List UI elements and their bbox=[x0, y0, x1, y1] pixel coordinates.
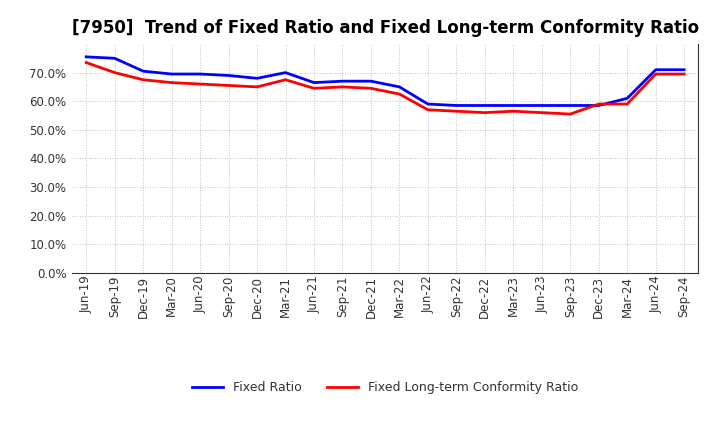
Fixed Long-term Conformity Ratio bbox=[566, 111, 575, 117]
Fixed Long-term Conformity Ratio bbox=[395, 92, 404, 97]
Fixed Ratio bbox=[167, 71, 176, 77]
Fixed Ratio bbox=[139, 69, 148, 74]
Fixed Long-term Conformity Ratio bbox=[537, 110, 546, 115]
Fixed Long-term Conformity Ratio bbox=[196, 81, 204, 87]
Fixed Long-term Conformity Ratio bbox=[139, 77, 148, 82]
Fixed Long-term Conformity Ratio bbox=[423, 107, 432, 112]
Fixed Ratio bbox=[595, 103, 603, 108]
Fixed Long-term Conformity Ratio bbox=[82, 60, 91, 65]
Fixed Ratio bbox=[623, 95, 631, 101]
Fixed Long-term Conformity Ratio bbox=[282, 77, 290, 82]
Fixed Long-term Conformity Ratio bbox=[480, 110, 489, 115]
Fixed Long-term Conformity Ratio bbox=[167, 80, 176, 85]
Line: Fixed Long-term Conformity Ratio: Fixed Long-term Conformity Ratio bbox=[86, 62, 684, 114]
Fixed Long-term Conformity Ratio bbox=[509, 109, 518, 114]
Fixed Ratio bbox=[253, 76, 261, 81]
Fixed Long-term Conformity Ratio bbox=[366, 86, 375, 91]
Fixed Ratio bbox=[225, 73, 233, 78]
Fixed Ratio bbox=[366, 78, 375, 84]
Fixed Long-term Conformity Ratio bbox=[225, 83, 233, 88]
Fixed Long-term Conformity Ratio bbox=[595, 101, 603, 106]
Fixed Long-term Conformity Ratio bbox=[310, 86, 318, 91]
Fixed Ratio bbox=[82, 54, 91, 59]
Fixed Ratio bbox=[680, 67, 688, 72]
Fixed Ratio bbox=[282, 70, 290, 75]
Fixed Ratio bbox=[338, 78, 347, 84]
Fixed Long-term Conformity Ratio bbox=[452, 109, 461, 114]
Fixed Ratio bbox=[196, 71, 204, 77]
Line: Fixed Ratio: Fixed Ratio bbox=[86, 57, 684, 106]
Fixed Long-term Conformity Ratio bbox=[680, 71, 688, 77]
Title: [7950]  Trend of Fixed Ratio and Fixed Long-term Conformity Ratio: [7950] Trend of Fixed Ratio and Fixed Lo… bbox=[71, 19, 699, 37]
Fixed Long-term Conformity Ratio bbox=[652, 71, 660, 77]
Fixed Ratio bbox=[566, 103, 575, 108]
Legend: Fixed Ratio, Fixed Long-term Conformity Ratio: Fixed Ratio, Fixed Long-term Conformity … bbox=[187, 376, 583, 399]
Fixed Ratio bbox=[110, 55, 119, 61]
Fixed Long-term Conformity Ratio bbox=[338, 84, 347, 89]
Fixed Ratio bbox=[310, 80, 318, 85]
Fixed Ratio bbox=[480, 103, 489, 108]
Fixed Long-term Conformity Ratio bbox=[110, 70, 119, 75]
Fixed Long-term Conformity Ratio bbox=[623, 101, 631, 106]
Fixed Ratio bbox=[423, 101, 432, 106]
Fixed Ratio bbox=[537, 103, 546, 108]
Fixed Ratio bbox=[395, 84, 404, 89]
Fixed Ratio bbox=[509, 103, 518, 108]
Fixed Long-term Conformity Ratio bbox=[253, 84, 261, 89]
Fixed Ratio bbox=[652, 67, 660, 72]
Fixed Ratio bbox=[452, 103, 461, 108]
